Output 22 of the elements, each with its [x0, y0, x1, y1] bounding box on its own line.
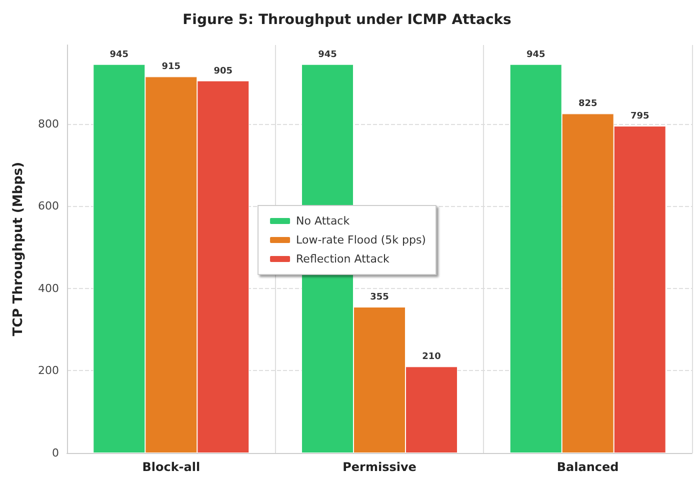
data-label: 945	[110, 50, 129, 60]
data-label: 355	[370, 292, 389, 302]
x-tick-label: Permissive	[342, 460, 416, 474]
y-tick-label: 200	[38, 364, 59, 378]
data-label: 945	[318, 50, 337, 60]
legend-label: Low-rate Flood (5k pps)	[296, 234, 426, 246]
data-label: 905	[214, 66, 233, 76]
chart-title: Figure 5: Throughput under ICMP Attacks	[182, 12, 512, 28]
legend-label: No Attack	[296, 214, 350, 228]
data-label: 210	[422, 352, 441, 362]
data-label: 945	[526, 50, 546, 60]
data-label: 795	[630, 112, 650, 122]
y-tick-label: 400	[38, 282, 59, 295]
data-label: 915	[162, 62, 181, 72]
data-label: 825	[578, 99, 598, 110]
legend-label: Reflection Attack	[296, 252, 390, 266]
x-tick-label: Block-all	[142, 460, 200, 474]
y-axis-title: TCP Throughput (Mbps)	[11, 162, 26, 336]
x-tick-label: Balanced	[556, 460, 619, 474]
y-tick-label: 800	[38, 117, 59, 130]
y-tick-label: 600	[38, 200, 59, 213]
y-tick-label: 0	[52, 446, 59, 460]
